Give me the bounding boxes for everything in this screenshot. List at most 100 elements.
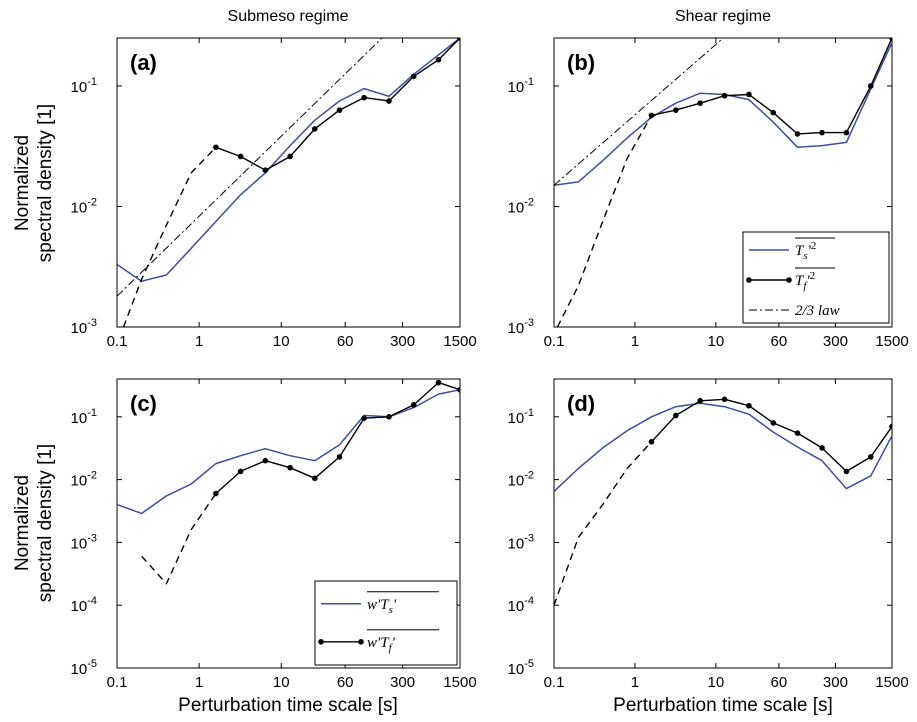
series-line-black-dashdot [117,38,383,297]
series-line-black-dot [650,398,892,473]
series-line-blue-solid [117,38,460,282]
series-line-black-dot [215,38,460,171]
series-line-black-dashdot [554,38,725,186]
series-line-blue-solid [117,388,460,515]
col-title-left: Submeso regime [228,8,349,25]
ylabel-bottom-line1: Normalized [12,475,33,571]
panel-label: (a) [130,50,157,75]
data-point [843,468,850,475]
data-point [386,98,392,104]
data-point [867,83,874,89]
x-tick-label: 60 [771,674,788,691]
data-point [867,454,874,460]
y-tick-label: 10-3 [71,532,97,552]
legend: Ts'2 Tf'2 2/3 law [742,231,890,324]
x-tick-label: 60 [337,333,354,350]
y-tick-label: 10-1 [508,76,534,96]
legend: w'Ts' w'Tf' [314,580,458,666]
x-tick-label: 60 [337,674,354,691]
axes-box [116,37,461,328]
panel-c: 0.1 1 10 60 300 1500 10-5 10-4 10-3 10-2 10-1 (c) w'… [71,378,477,691]
legend-entry-label: 2/3 law [795,303,840,319]
data-point [819,445,825,451]
data-point [386,414,392,420]
x-tick-label: 10 [708,674,725,691]
data-point [819,129,825,136]
y-tick-label: 10-3 [71,317,97,337]
legend-entry-label: Ts'2 [795,240,816,262]
y-tick-label: 10-2 [71,470,97,490]
data-point [770,420,777,426]
ylabel-top-line1: Normalized [12,135,33,231]
data-point [457,386,460,393]
y-tick-label: 10-2 [71,196,97,216]
x-tick-label: 1500 [443,674,476,691]
data-point [673,412,679,419]
y-tick-label: 10-3 [508,317,534,337]
data-point [361,94,367,101]
series-line-black-dashed [556,115,653,327]
y-tick-label: 10-1 [71,76,97,96]
series-line-blue-solid [554,42,892,187]
x-tick-label: 1500 [875,333,908,350]
data-point [770,109,777,116]
legend-marker [318,639,324,645]
data-point [262,457,269,464]
series-group [117,379,460,585]
data-point [794,430,801,436]
y-tick-label: 10-5 [508,658,534,678]
data-point [746,91,752,98]
data-point [435,56,442,63]
panel-d: 0.1 1 10 60 300 1500 10-5 10-4 10-3 10-2 10-1 (d) [508,378,909,691]
x-tick-label: 0.1 [107,674,128,691]
data-point [697,397,703,404]
legend-marker [358,639,364,645]
x-tick-label: 1 [631,333,639,350]
legend-box [742,231,890,324]
data-point [794,131,801,137]
data-point [410,402,417,408]
data-point [311,126,318,132]
ylabel-top-line2: spectral density [1] [35,104,56,262]
col-title-right: Shear regime [675,8,771,25]
data-point [457,38,460,41]
series-line-black-dot [651,38,892,135]
legend-entry-label: Tf'2 [795,270,815,292]
x-tick-label: 300 [390,674,415,691]
y-tick-label: 10-4 [71,595,97,615]
legend-box [314,580,458,666]
x-tick-label: 300 [823,674,848,691]
x-tick-label: 300 [390,333,415,350]
data-point [843,129,850,136]
panel-label: (b) [567,50,595,75]
y-tick-label: 10-4 [508,595,534,615]
series-group [554,38,892,327]
xlabel-left: Perturbation time scale [s] [178,695,398,716]
series-line-black-dashed [122,146,217,327]
data-point [213,144,219,151]
data-point [435,379,442,386]
data-point [237,468,244,475]
x-tick-label: 10 [708,333,725,350]
axes-box [553,378,893,669]
data-point [673,107,679,113]
panel-b: 0.1 1 10 60 300 1500 10-3 10-2 10-1 (b) Ts'2 Tf'2 2/… [508,37,909,350]
x-tick-label: 1 [631,674,639,691]
series-line-black-dot [215,381,460,495]
y-tick-label: 10-5 [71,658,97,678]
data-point [648,438,655,445]
data-point [336,107,343,113]
data-point [311,475,318,482]
data-point [287,153,293,160]
series-line-blue-solid [554,402,892,492]
data-point [213,490,219,497]
series-line-black-dashed [141,493,217,585]
x-tick-label: 0.1 [544,333,565,350]
data-point [287,464,293,471]
data-point [721,396,728,403]
legend-entry-label: w'Tf' [367,635,396,654]
x-tick-label: 1 [195,674,203,691]
legend-marker [746,277,752,283]
series-group [554,396,892,606]
